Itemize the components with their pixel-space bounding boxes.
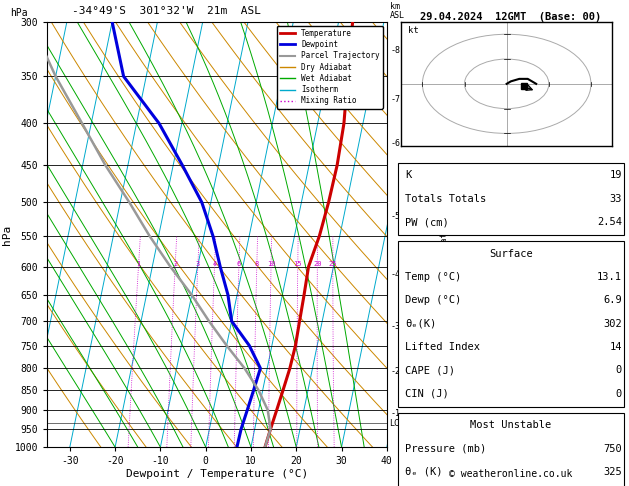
- Text: -2: -2: [391, 367, 401, 376]
- Text: Mixing Ratio (g/kg): Mixing Ratio (g/kg): [440, 183, 449, 286]
- Text: PW (cm): PW (cm): [405, 217, 448, 227]
- Text: -6: -6: [391, 139, 401, 148]
- Text: LCL: LCL: [389, 419, 404, 428]
- Text: -8: -8: [391, 46, 401, 54]
- Text: 302: 302: [603, 319, 622, 329]
- Text: -4: -4: [391, 270, 401, 279]
- Text: 13.1: 13.1: [597, 272, 622, 282]
- Text: θₑ(K): θₑ(K): [405, 319, 436, 329]
- Text: 33: 33: [610, 194, 622, 204]
- Text: 19: 19: [610, 171, 622, 180]
- Text: 750: 750: [603, 444, 622, 453]
- Text: 1: 1: [136, 260, 140, 267]
- Text: hPa: hPa: [10, 8, 28, 17]
- Y-axis label: hPa: hPa: [2, 225, 12, 244]
- Text: 2: 2: [173, 260, 177, 267]
- Text: K: K: [405, 171, 411, 180]
- Text: 14: 14: [610, 342, 622, 352]
- Text: 4: 4: [213, 260, 216, 267]
- Text: 6.9: 6.9: [603, 295, 622, 305]
- Text: Totals Totals: Totals Totals: [405, 194, 486, 204]
- Text: Temp (°C): Temp (°C): [405, 272, 461, 282]
- Text: -3: -3: [391, 322, 401, 330]
- Text: Pressure (mb): Pressure (mb): [405, 444, 486, 453]
- Text: Surface: Surface: [489, 249, 533, 259]
- Text: -7: -7: [391, 95, 401, 104]
- Text: 8: 8: [255, 260, 259, 267]
- Text: -5: -5: [391, 211, 401, 221]
- Legend: Temperature, Dewpoint, Parcel Trajectory, Dry Adiabat, Wet Adiabat, Isotherm, Mi: Temperature, Dewpoint, Parcel Trajectory…: [277, 26, 383, 108]
- Text: 25: 25: [328, 260, 337, 267]
- Text: θₑ (K): θₑ (K): [405, 467, 442, 477]
- Text: Dewp (°C): Dewp (°C): [405, 295, 461, 305]
- Text: 29.04.2024  12GMT  (Base: 00): 29.04.2024 12GMT (Base: 00): [420, 12, 602, 22]
- Text: 15: 15: [294, 260, 302, 267]
- Text: kt: kt: [408, 26, 418, 35]
- Text: -1: -1: [391, 409, 401, 417]
- Text: Most Unstable: Most Unstable: [470, 420, 552, 430]
- Text: © weatheronline.co.uk: © weatheronline.co.uk: [449, 469, 573, 479]
- Text: 0: 0: [616, 389, 622, 399]
- Text: 6: 6: [237, 260, 241, 267]
- Text: CAPE (J): CAPE (J): [405, 365, 455, 375]
- Bar: [398, 413, 625, 486]
- Text: 2.54: 2.54: [597, 217, 622, 227]
- Text: CIN (J): CIN (J): [405, 389, 448, 399]
- Text: 325: 325: [603, 467, 622, 477]
- Text: Lifted Index: Lifted Index: [405, 342, 480, 352]
- Text: 20: 20: [313, 260, 321, 267]
- Bar: [398, 241, 625, 407]
- Text: 3: 3: [196, 260, 200, 267]
- Text: 0: 0: [616, 365, 622, 375]
- X-axis label: Dewpoint / Temperature (°C): Dewpoint / Temperature (°C): [126, 469, 308, 479]
- Bar: [398, 163, 625, 235]
- Text: km
ASL: km ASL: [390, 2, 405, 20]
- Text: 10: 10: [267, 260, 276, 267]
- Text: -34°49'S  301°32'W  21m  ASL: -34°49'S 301°32'W 21m ASL: [72, 5, 261, 16]
